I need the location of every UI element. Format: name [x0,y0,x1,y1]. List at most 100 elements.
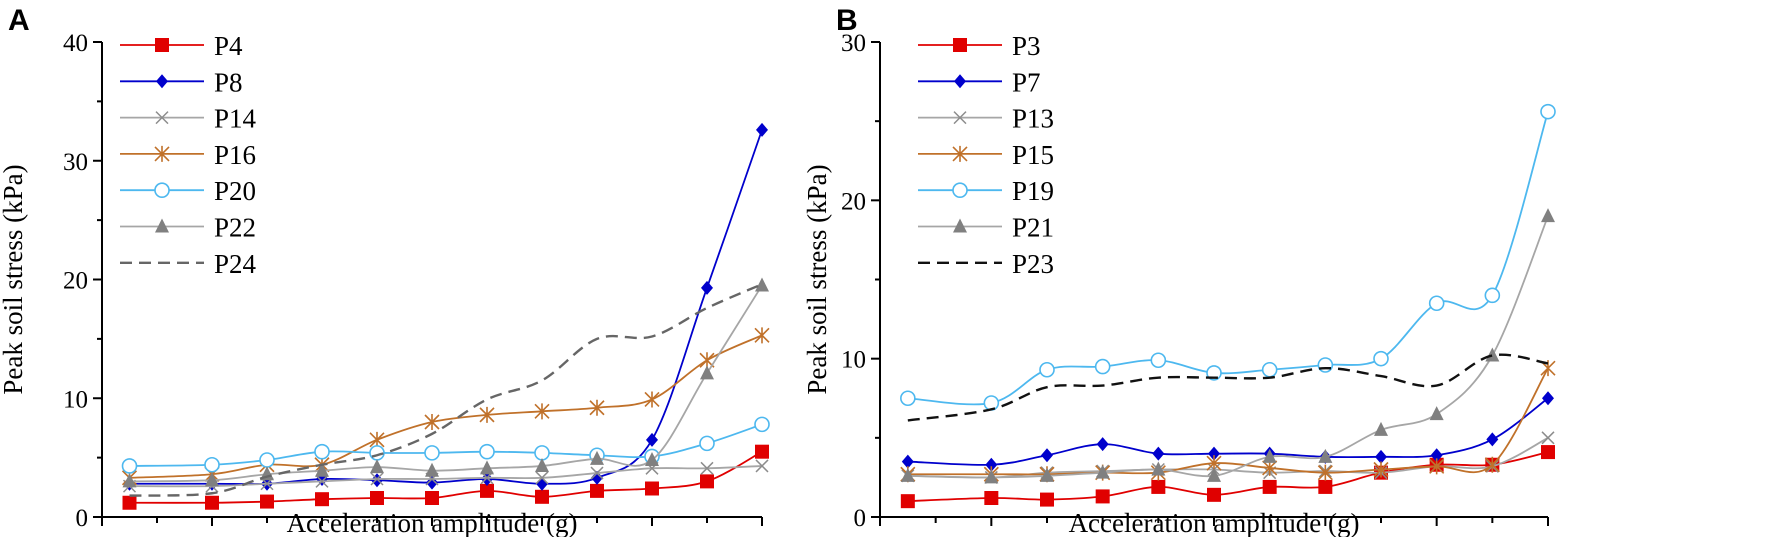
series-P21 [900,208,1555,484]
legend-label: P8 [214,67,243,97]
legend-item-P4: P4 [120,31,243,61]
data-point-marker [1375,449,1387,464]
data-point-marker [644,391,660,408]
data-point-marker [1207,487,1221,502]
data-point-marker [425,491,439,505]
data-point-marker [1429,406,1444,421]
legend-marker [156,74,168,89]
y-axis-title: Peak soil stress (kPa) [0,164,28,394]
data-point-marker [1486,432,1499,447]
data-point-marker [424,445,440,461]
data-point-marker [754,416,770,433]
series-line-P14 [129,465,763,488]
legend-item-P14: P14 [120,104,257,134]
series-P13 [901,431,1555,484]
data-point-marker [754,327,770,344]
x-axis-title: Acceleration amplitude (g) [287,508,578,537]
data-point-marker [315,474,329,488]
data-point-marker [1261,361,1278,378]
data-point-marker [1484,287,1501,304]
legend-marker [953,38,967,52]
y-tick-label: 40 [63,30,88,57]
data-point-marker [1373,350,1389,367]
legend-marker [154,145,170,162]
legend-item-P7: P7 [918,67,1041,97]
series-P20 [121,416,770,474]
data-point-marker [534,403,550,420]
data-point-marker [1317,357,1334,373]
data-point-marker [756,122,768,137]
data-point-marker [1541,208,1555,223]
series-P7 [901,391,1554,472]
data-point-marker [1206,365,1222,381]
data-point-marker [260,494,274,509]
data-point-marker [1039,361,1055,378]
data-point-marker [122,473,137,488]
series-P22 [122,277,769,488]
data-point-marker [1151,461,1166,476]
data-point-marker [1208,446,1220,461]
legend-item-P19: P19 [918,176,1054,206]
series-line-P24 [129,283,763,497]
data-point-marker [1318,448,1333,463]
series-P19 [900,103,1556,411]
series-line-P23 [907,353,1549,422]
data-point-marker [1484,456,1500,473]
data-point-marker [204,456,220,473]
data-point-marker [590,450,604,465]
series-line-P21 [907,215,1549,479]
legend-label: P19 [1012,176,1054,206]
x-axis-title: Acceleration amplitude (g) [1069,508,1360,537]
data-point-marker [205,495,219,510]
legend-marker [953,111,967,125]
data-point-marker [1096,437,1109,452]
data-point-marker [699,435,715,452]
data-point-marker [315,492,329,507]
data-point-marker [901,454,914,469]
data-point-marker [535,471,549,485]
data-point-marker [1374,421,1388,436]
data-point-marker [1152,446,1165,461]
y-tick-label: 30 [63,149,88,176]
series-line-P4 [129,450,763,504]
data-point-marker [1040,492,1054,507]
legend-marker [154,182,170,198]
data-point-marker [314,443,330,460]
data-point-marker [121,458,138,474]
data-point-marker [900,467,915,482]
legend-item-P16: P16 [120,140,256,170]
data-point-marker [1429,458,1445,475]
data-point-marker [1262,448,1277,463]
data-point-marker [1373,461,1389,478]
legend-marker [954,74,966,89]
data-point-marker [900,494,915,509]
data-point-marker [645,481,659,496]
data-point-marker [535,489,549,504]
data-point-marker [1095,489,1110,504]
data-point-marker [1151,479,1166,494]
data-point-marker [480,483,494,498]
data-point-marker [479,443,495,460]
y-tick-label: 0 [854,505,867,532]
data-point-marker [1150,352,1167,369]
data-point-marker [122,495,137,510]
data-point-marker [1041,448,1053,463]
legend-item-P22: P22 [120,213,256,243]
data-point-marker [1542,391,1554,406]
data-point-marker [755,459,769,473]
legend-label: P7 [1012,67,1041,97]
legend-label: P20 [214,176,256,206]
data-point-marker [479,406,495,423]
data-point-marker [900,390,916,407]
series-line-P15 [907,367,1549,476]
series-P24 [129,283,763,497]
data-point-marker [1541,431,1555,445]
legend-item-P20: P20 [120,176,256,206]
panel-label: A [8,4,30,37]
data-point-marker [424,414,440,430]
legend-item-P24: P24 [120,249,257,279]
data-point-marker [1428,295,1445,312]
series-line-P20 [129,423,763,467]
legend-label: P23 [1012,249,1054,279]
y-tick-label: 0 [76,505,89,532]
